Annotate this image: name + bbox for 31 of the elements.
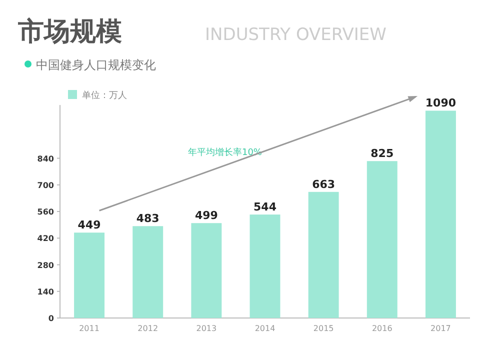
y-tick-label: 420	[37, 234, 54, 244]
data-label: 825	[370, 147, 394, 160]
x-tick-label: 2011	[79, 324, 100, 333]
x-tick-label: 2017	[430, 324, 451, 333]
y-tick-label: 840	[37, 154, 54, 164]
data-label: 544	[254, 200, 277, 214]
bar	[366, 161, 398, 318]
y-tick-label: 280	[37, 260, 54, 270]
data-label: 663	[312, 178, 336, 191]
chart-title: 市场规模	[17, 17, 122, 47]
y-tick-label: 0	[48, 314, 54, 323]
data-label: 1090	[425, 96, 456, 110]
bar	[132, 226, 164, 318]
y-tick-label: 560	[37, 208, 54, 216]
y-tick-label: 140	[37, 287, 54, 296]
bar	[74, 232, 105, 318]
x-tick-label: 2016	[372, 324, 392, 333]
x-tick-label: 2013	[196, 324, 217, 333]
legend-label: 单位：万人	[82, 90, 127, 101]
x-tick-label: 2014	[254, 324, 276, 333]
data-label: 449	[78, 218, 101, 232]
x-tick-label: 2015	[313, 324, 334, 333]
data-label: 499	[194, 209, 218, 222]
y-tick-label: 700	[37, 180, 54, 190]
bar	[250, 214, 280, 318]
x-tick-label: 2012	[138, 324, 158, 333]
bar	[425, 110, 456, 318]
bar	[191, 223, 222, 318]
data-label: 483	[136, 212, 160, 226]
bar	[308, 192, 339, 318]
text: 中国健身人口规模变化	[36, 58, 156, 72]
